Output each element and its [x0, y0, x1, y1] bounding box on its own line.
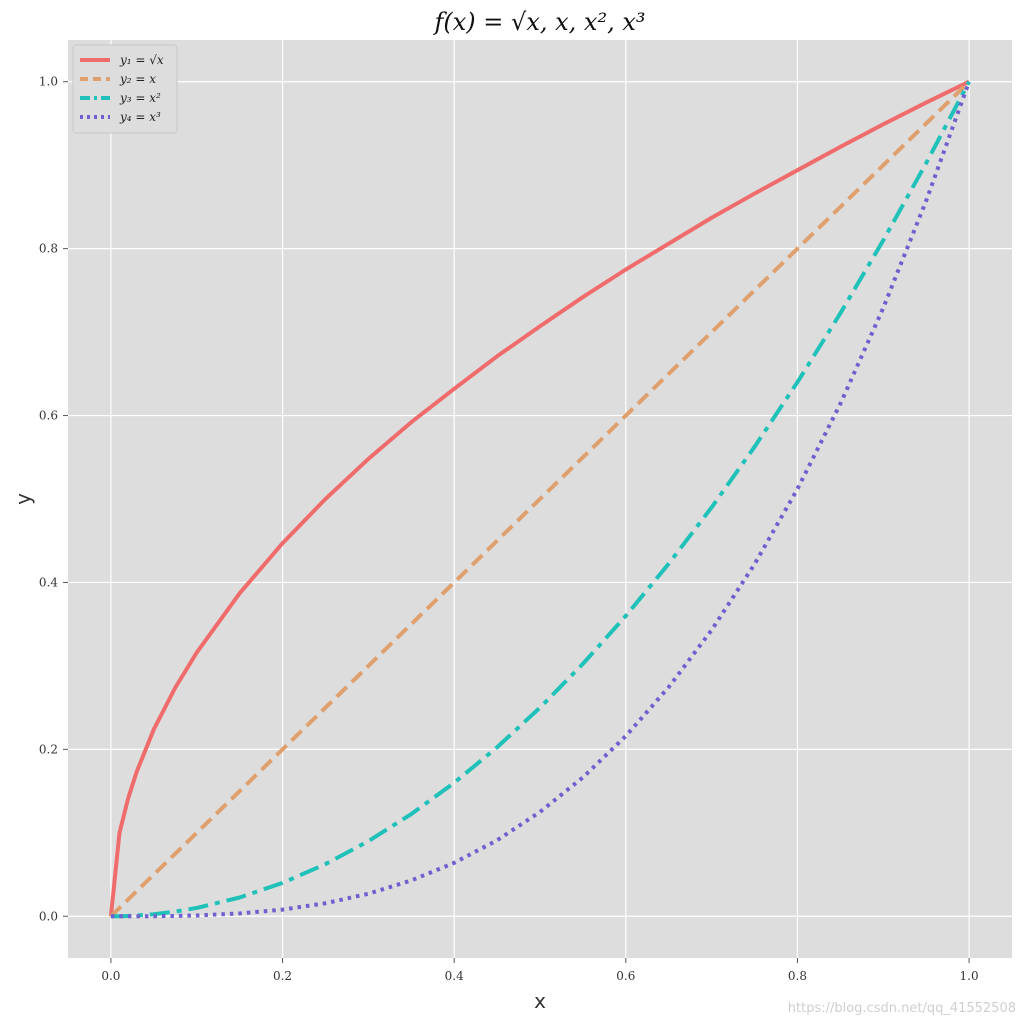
y-tick-label: 0.4 [39, 575, 58, 589]
legend-label-3: y₃ = x² [119, 91, 161, 105]
series-line-2 [109, 80, 971, 918]
x-tick-label: 0.0 [101, 969, 120, 983]
legend: y₁ = √x y₂ = x y₃ = x² y₄ = x³ [72, 44, 178, 134]
legend-label-1: y₁ = √x [119, 53, 164, 67]
series-line-4 [110, 81, 971, 919]
x-axis-label: x [534, 989, 546, 1013]
legend-box [72, 44, 178, 134]
y-tick-label: 0.2 [39, 742, 58, 756]
x-tick-label: 0.4 [445, 969, 464, 983]
legend-label-4: y₄ = x³ [119, 110, 161, 124]
x-tick-label: 0.6 [616, 969, 635, 983]
x-tick-label: 0.8 [788, 969, 807, 983]
x-tick-label: 0.2 [273, 969, 292, 983]
y-tick-label: 1.0 [39, 75, 58, 89]
x-tick-label: 1.0 [960, 969, 979, 983]
series-layer [108, 79, 971, 919]
y-tick-label: 0.8 [39, 242, 58, 256]
y-tick-label: 0.0 [39, 909, 58, 923]
y-axis-label: y [11, 493, 35, 505]
grid [68, 40, 1012, 958]
series-line-1 [108, 79, 970, 917]
legend-label-2: y₂ = x [119, 72, 156, 86]
chart-title: f(x) = √x, x, x², x³ [433, 8, 646, 36]
y-tick-label: 0.6 [39, 409, 58, 423]
watermark: https://blog.csdn.net/qq_41552508 [788, 1001, 1016, 1016]
ticks: 0.0 0.2 0.4 0.6 0.8 1.0 0.0 0.2 0.4 0.6 0.8 1.0 [39, 75, 979, 983]
